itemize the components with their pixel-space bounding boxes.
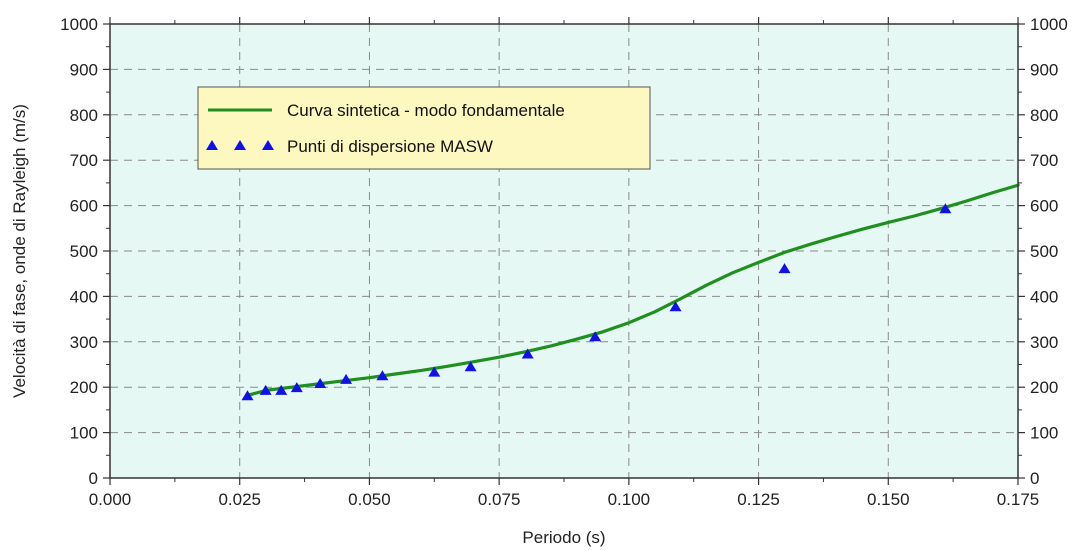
y-tick-label-right: 0 [1030,469,1039,488]
x-axis-title: Periodo (s) [522,528,605,547]
x-tick-label: 0.125 [737,490,780,509]
y-tick-label-left: 1000 [60,15,98,34]
plot-area-frame [109,23,1019,479]
y-tick-label-right: 200 [1030,378,1058,397]
y-tick-label-right: 700 [1030,151,1058,170]
y-tick-label-right: 400 [1030,287,1058,306]
y-tick-label-left: 700 [70,151,98,170]
legend-label-masw-points: Punti di dispersione MASW [287,137,493,156]
y-tick-label-right: 800 [1030,106,1058,125]
masw-point-marker [428,366,441,377]
x-tick-label: 0.025 [218,490,261,509]
masw-point-marker [669,301,682,312]
masw-point-marker [464,361,477,372]
x-tick-label: 0.150 [867,490,910,509]
synthetic-curve-line [245,183,1020,397]
masw-point-marker [275,384,288,395]
x-tick-label: 0.000 [89,490,132,509]
masw-point-marker [939,203,952,214]
y-tick-label-right: 300 [1030,333,1058,352]
y-tick-label-left: 500 [70,242,98,261]
x-tick-label: 0.050 [348,490,391,509]
y-tick-label-left: 200 [70,378,98,397]
masw-point-marker [340,373,353,384]
y-tick-label-left: 100 [70,424,98,443]
y-tick-label-right: 1000 [1030,15,1068,34]
tick-labels: 0.000 0.025 0.050 0.075 0.100 0.125 0.150 0.175… [60,15,1068,509]
y-tick-label-left: 900 [70,60,98,79]
masw-point-marker [778,263,791,274]
x-tick-label: 0.075 [478,490,521,509]
y-axis-title: Velocità di fase, onde di Rayleigh (m/s) [10,104,29,398]
x-tick-label: 0.100 [608,490,651,509]
y-tick-label-right: 500 [1030,242,1058,261]
legend-triangle-marker [234,140,246,150]
masw-point-marker [259,384,272,395]
masw-point-marker [314,378,327,389]
legend: Curva sintetica - modo fondamentale Punt… [197,86,651,170]
masw-point-marker [376,370,389,381]
legend-triangle-marker [206,140,218,150]
masw-point-marker [241,390,254,401]
x-tick-label: 0.175 [997,490,1040,509]
y-tick-label-left: 300 [70,333,98,352]
y-tick-label-left: 800 [70,106,98,125]
legend-triangle-marker [262,140,274,150]
legend-label-synthetic-curve: Curva sintetica - modo fondamentale [287,101,565,120]
masw-point-marker [521,348,534,359]
masw-point-marker [290,382,303,393]
y-tick-label-left: 0 [89,469,98,488]
y-tick-label-left: 400 [70,287,98,306]
y-tick-label-right: 900 [1030,60,1058,79]
y-tick-label-right: 600 [1030,197,1058,216]
masw-point-marker [589,331,602,342]
series-layer [241,183,1020,401]
y-tick-label-right: 100 [1030,424,1058,443]
y-tick-label-left: 600 [70,197,98,216]
legend-box [197,86,651,170]
legend-marker-swatch [206,140,274,150]
